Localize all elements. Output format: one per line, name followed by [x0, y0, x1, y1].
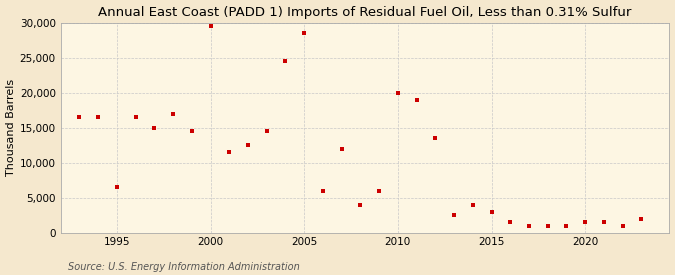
Point [636, 216, 647, 221]
Point [149, 125, 160, 130]
Point [130, 115, 141, 119]
Point [542, 223, 553, 228]
Point [336, 146, 347, 151]
Point [524, 223, 535, 228]
Title: Annual East Coast (PADD 1) Imports of Residual Fuel Oil, Less than 0.31% Sulfur: Annual East Coast (PADD 1) Imports of Re… [99, 6, 632, 18]
Point [580, 220, 591, 224]
Point [261, 129, 272, 133]
Point [299, 31, 310, 35]
Point [74, 115, 85, 119]
Point [92, 115, 103, 119]
Point [505, 220, 516, 224]
Text: Source: U.S. Energy Information Administration: Source: U.S. Energy Information Administ… [68, 262, 299, 272]
Point [392, 90, 403, 95]
Point [355, 202, 366, 207]
Point [317, 188, 328, 193]
Point [242, 143, 253, 147]
Point [280, 59, 291, 63]
Point [449, 213, 460, 217]
Point [186, 129, 197, 133]
Point [486, 209, 497, 214]
Y-axis label: Thousand Barrels: Thousand Barrels [5, 79, 16, 176]
Point [617, 223, 628, 228]
Point [561, 223, 572, 228]
Point [224, 150, 235, 154]
Point [374, 188, 385, 193]
Point [599, 220, 610, 224]
Point [205, 24, 216, 28]
Point [167, 111, 178, 116]
Point [411, 97, 422, 102]
Point [467, 202, 478, 207]
Point [111, 185, 122, 189]
Point [430, 136, 441, 140]
